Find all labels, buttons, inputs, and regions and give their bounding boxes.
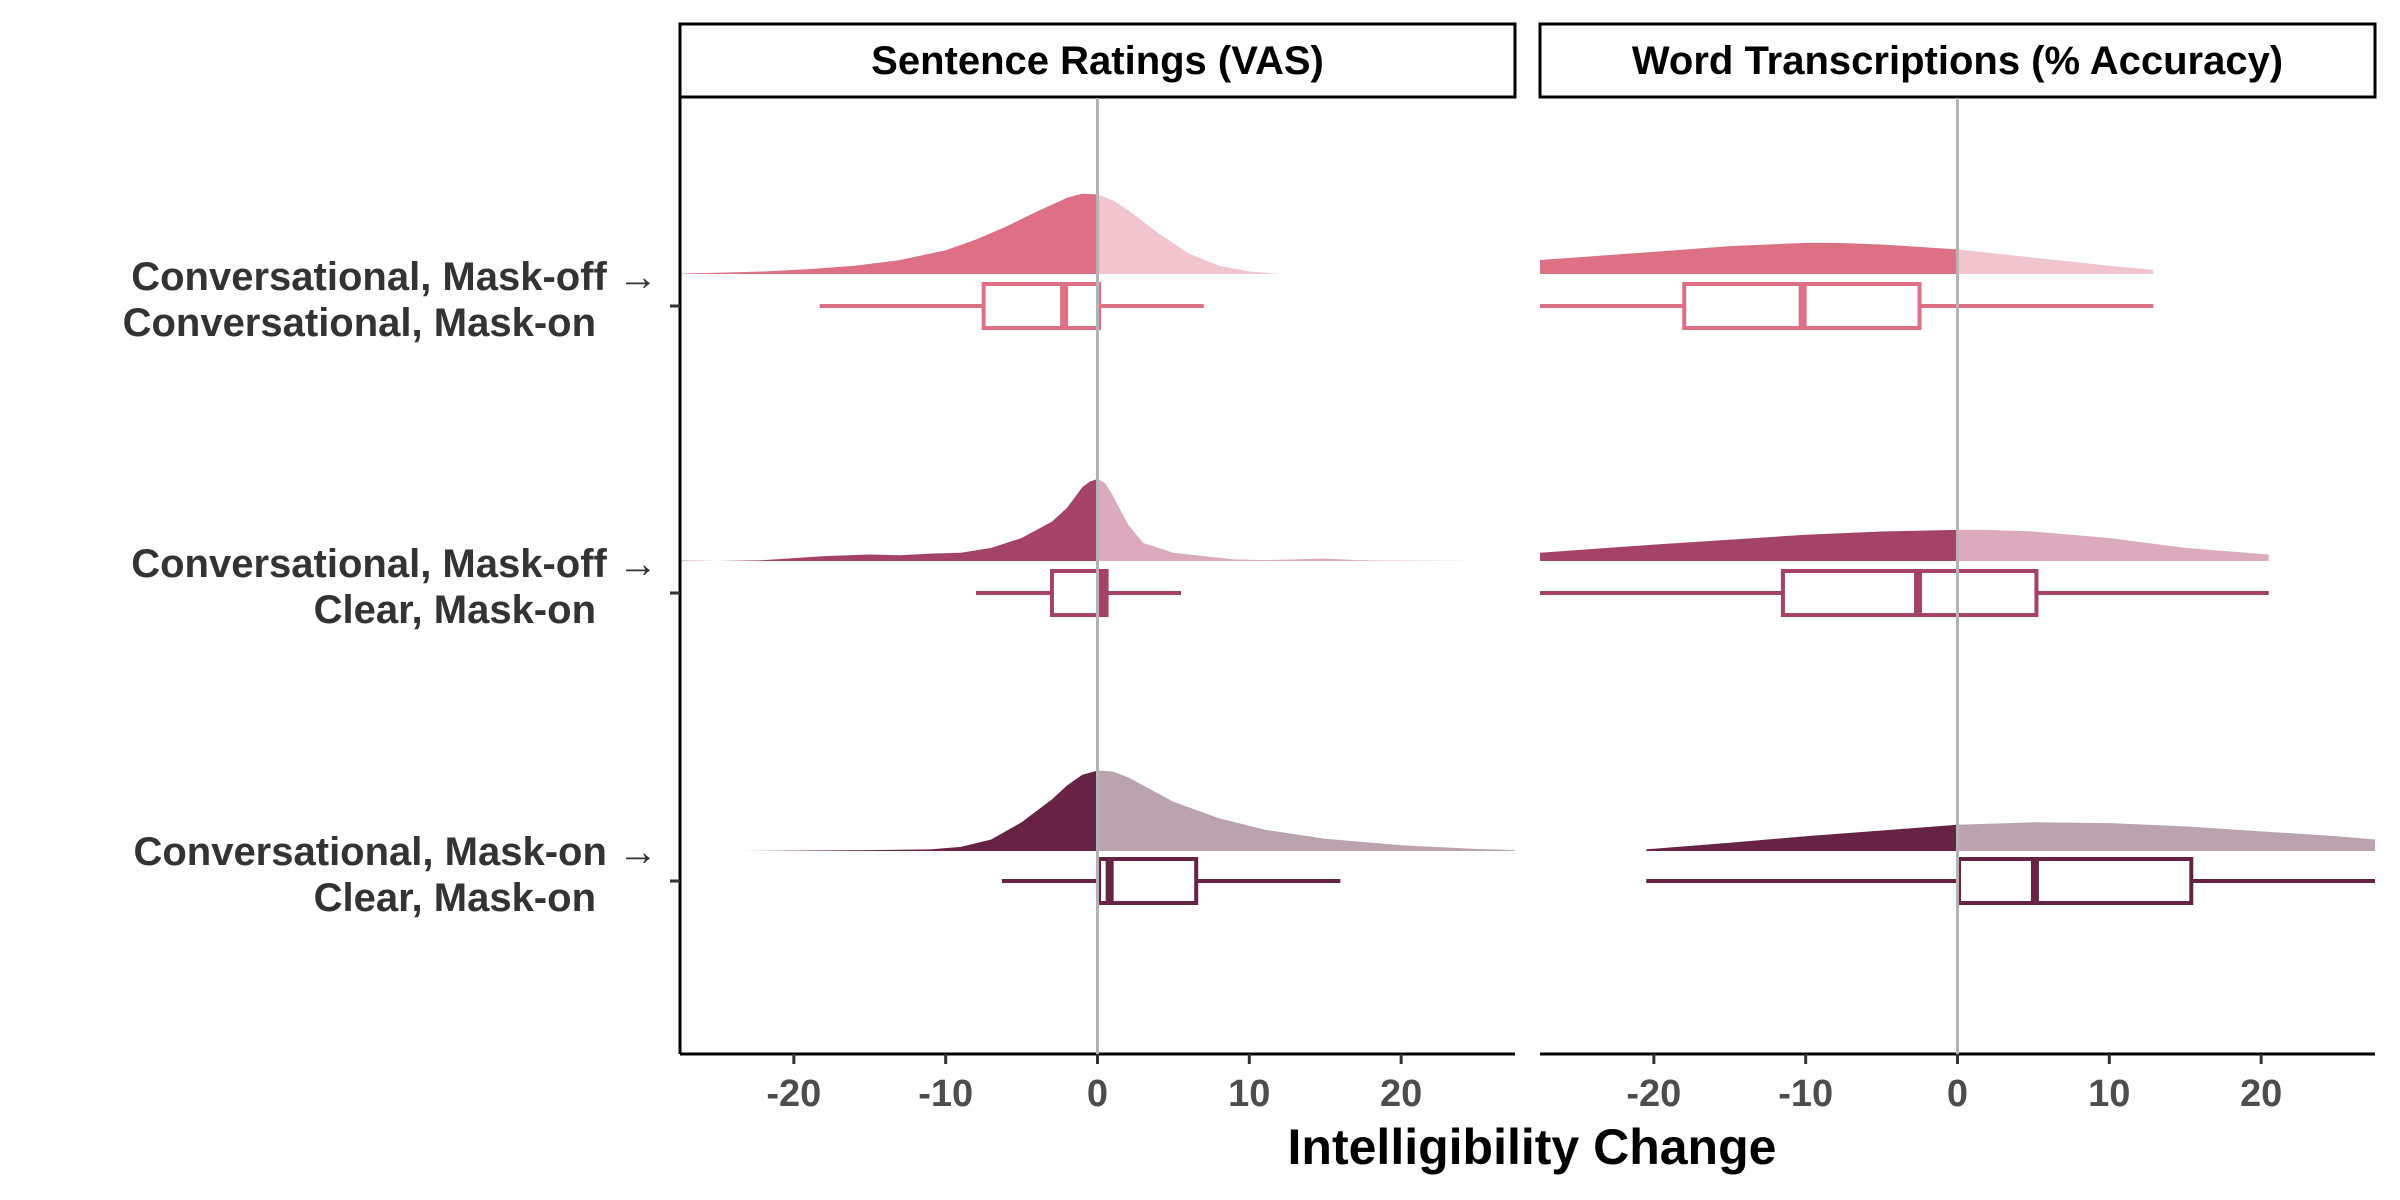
panel-title: Sentence Ratings (VAS) (871, 39, 1324, 83)
density-left-area (740, 770, 1098, 851)
series-1-2 (680, 479, 1478, 617)
category-label-line1: Conversational, Mask-off → (131, 542, 658, 586)
series-2-3 (1646, 822, 2375, 905)
density-left-area (1646, 824, 1958, 851)
category-label-line1: Conversational, Mask-off → (131, 255, 658, 299)
box (1780, 569, 2039, 617)
box (1097, 857, 1199, 905)
density-right-area (1957, 822, 2375, 851)
series-2-2 (1540, 529, 2269, 617)
x-axis-title: Intelligibility Change (1288, 1119, 1777, 1175)
x-tick-label: -10 (918, 1073, 973, 1115)
box (1957, 857, 2194, 905)
panel-strip (1538, 22, 2377, 99)
x-tick-label: 10 (1228, 1073, 1270, 1115)
panel-title: Word Transcriptions (% Accuracy) (1632, 39, 2283, 83)
density-right-area (1097, 479, 1478, 561)
panel-strip (678, 22, 1517, 99)
density-left-area (1540, 242, 1958, 274)
series-2-1 (1540, 242, 2154, 330)
density-left-area (680, 479, 1098, 561)
x-tick-label: 20 (1380, 1073, 1422, 1115)
category-label-line2: Clear, Mask-on (314, 876, 596, 920)
x-tick-label: -20 (766, 1073, 821, 1115)
x-tick-label: 0 (1087, 1073, 1108, 1115)
y-axis: Conversational, Mask-off →Conversational… (123, 98, 682, 1054)
density-right-area (1957, 249, 2154, 274)
series-1-3 (740, 770, 1515, 905)
density-left-area (1540, 529, 1958, 561)
density-left-area (680, 193, 1098, 274)
panel-2: Word Transcriptions (% Accuracy) -20 -10 0 1… (1538, 22, 2377, 1115)
x-tick-label: -20 (1626, 1073, 1681, 1115)
category-label-line2: Conversational, Mask-on (123, 301, 596, 345)
x-tick-label: 10 (2088, 1073, 2130, 1115)
panel-1: Sentence Ratings (VAS) -20 -10 0 10 20 (678, 22, 1517, 1115)
series-1-1 (680, 193, 1280, 330)
x-tick-label: -10 (1778, 1073, 1833, 1115)
box (981, 282, 1102, 330)
density-right-area (1957, 529, 2269, 561)
density-right-area (1097, 194, 1280, 274)
x-tick-label: 0 (1947, 1073, 1968, 1115)
category-label-line2: Clear, Mask-on (314, 588, 596, 632)
x-tick-label: 20 (2240, 1073, 2282, 1115)
category-label-line1: Conversational, Mask-on → (133, 830, 658, 874)
density-right-area (1097, 770, 1515, 851)
